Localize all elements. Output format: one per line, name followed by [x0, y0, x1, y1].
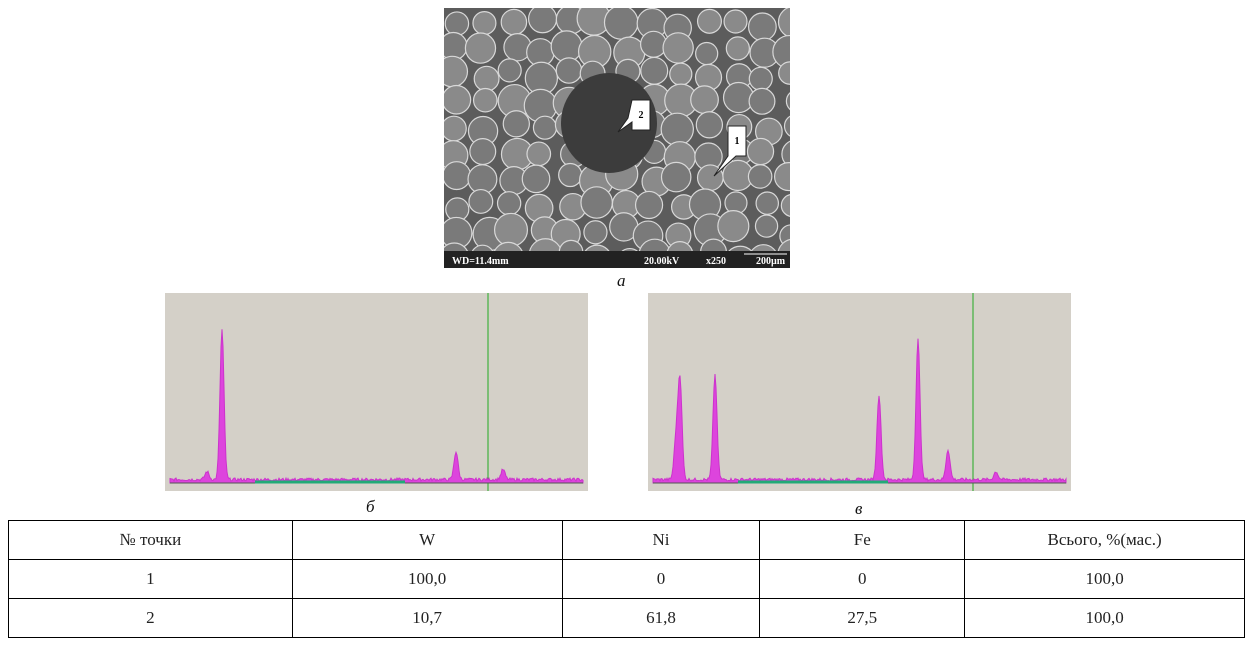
grain [696, 112, 722, 138]
grain [559, 163, 582, 186]
grain [749, 88, 775, 114]
table-cell: 10,7 [292, 599, 562, 638]
grain [747, 138, 773, 164]
grain [470, 139, 496, 165]
grain [474, 66, 499, 91]
grain [756, 192, 778, 214]
table-cell: Всього, %(мас.) [965, 521, 1245, 560]
grain [473, 12, 496, 35]
grain [474, 88, 497, 111]
grain [584, 221, 607, 244]
callout-2-label: 2 [639, 110, 644, 121]
grain [444, 162, 471, 190]
grain [691, 86, 719, 114]
table-cell: 61,8 [562, 599, 760, 638]
kv-label: 20.00kV [644, 256, 680, 267]
table-cell: 2 [9, 599, 293, 638]
grain [527, 142, 551, 166]
grain [581, 187, 612, 218]
scale-label: 200µm [756, 256, 786, 267]
grain [444, 86, 471, 114]
grain [469, 190, 493, 214]
grain [663, 33, 693, 63]
grain [604, 8, 637, 39]
grain [495, 213, 528, 246]
grain [749, 13, 777, 41]
spectrum-background [165, 293, 588, 491]
table-cell: 100,0 [965, 560, 1245, 599]
grain [533, 116, 556, 139]
grain [444, 116, 466, 141]
grain [556, 58, 581, 83]
grain [755, 215, 777, 237]
table-cell: W [292, 521, 562, 560]
table-cell: 0 [562, 560, 760, 599]
table-cell: 1 [9, 560, 293, 599]
grain [503, 111, 529, 137]
table-cell: 27,5 [760, 599, 965, 638]
callout-1-label: 1 [735, 136, 740, 147]
grain [718, 211, 749, 242]
grain [641, 57, 668, 84]
grain [726, 37, 749, 60]
grain [551, 31, 582, 62]
spectrum-1 [165, 293, 588, 491]
wd-label: WD=11.4mm [452, 256, 509, 267]
grain [661, 113, 693, 145]
caption-a: а [617, 271, 626, 291]
spectrum-2 [648, 293, 1071, 491]
grain [696, 43, 718, 65]
table-cell: № точки [9, 521, 293, 560]
grain [465, 33, 495, 63]
grain [661, 162, 690, 191]
grain [522, 165, 550, 193]
grain [698, 9, 722, 33]
page: WD=11.4mm 20.00kV x250 200µm 2 1 а б в №… [0, 0, 1245, 659]
grain [498, 192, 521, 215]
grain [749, 67, 772, 90]
table-cell: Fe [760, 521, 965, 560]
grain [670, 63, 692, 85]
table-cell: Ni [562, 521, 760, 560]
grain [444, 33, 467, 60]
table-cell: 100,0 [292, 560, 562, 599]
grain [529, 8, 557, 33]
grain [498, 59, 521, 82]
caption-c: в [855, 499, 862, 519]
grain [641, 31, 667, 57]
grain [724, 10, 747, 33]
grain [748, 165, 771, 188]
grain [636, 191, 663, 218]
grain [445, 12, 468, 35]
grain [501, 9, 526, 34]
mag-label: x250 [706, 256, 726, 267]
caption-b: б [366, 497, 375, 517]
table-cell: 100,0 [965, 599, 1245, 638]
table-cell: 0 [760, 560, 965, 599]
sem-image: WD=11.4mm 20.00kV x250 200µm 2 1 [444, 8, 790, 268]
